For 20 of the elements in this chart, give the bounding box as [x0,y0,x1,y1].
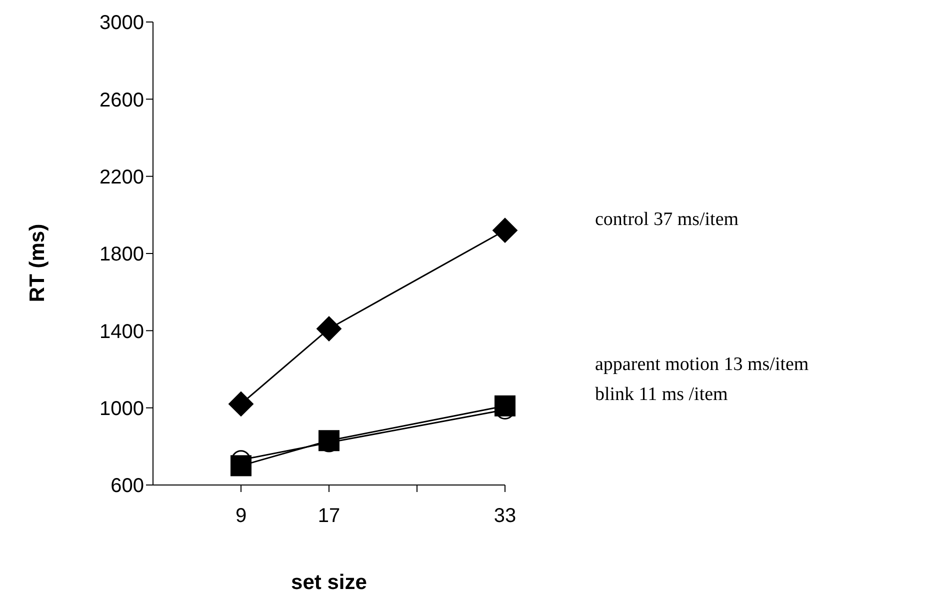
point [228,391,254,416]
y-tick-label: 1000 [100,398,144,420]
y-tick-label: 1800 [100,244,144,266]
y-tick-label: 1400 [100,320,144,343]
point [318,430,340,452]
point [316,316,342,342]
x-tick-label: 17 [318,505,340,528]
x-tick-label: 9 [235,505,247,528]
x-tick-label: 33 [494,505,516,528]
x-axis-title: set size [290,571,368,595]
text: blink 11 ms /item [595,384,728,406]
y-tick-label: 3000 [100,12,144,34]
y-tick-label: 600 [110,475,144,498]
point [492,218,518,243]
y-axis-title: RT (ms) [26,224,50,302]
y-tick-label: 2200 [100,166,144,188]
point [230,455,252,476]
text: apparent motion 13 ms/item [595,354,809,376]
text: control 37 ms/item [595,209,739,231]
y-tick-label: 2600 [100,89,144,112]
